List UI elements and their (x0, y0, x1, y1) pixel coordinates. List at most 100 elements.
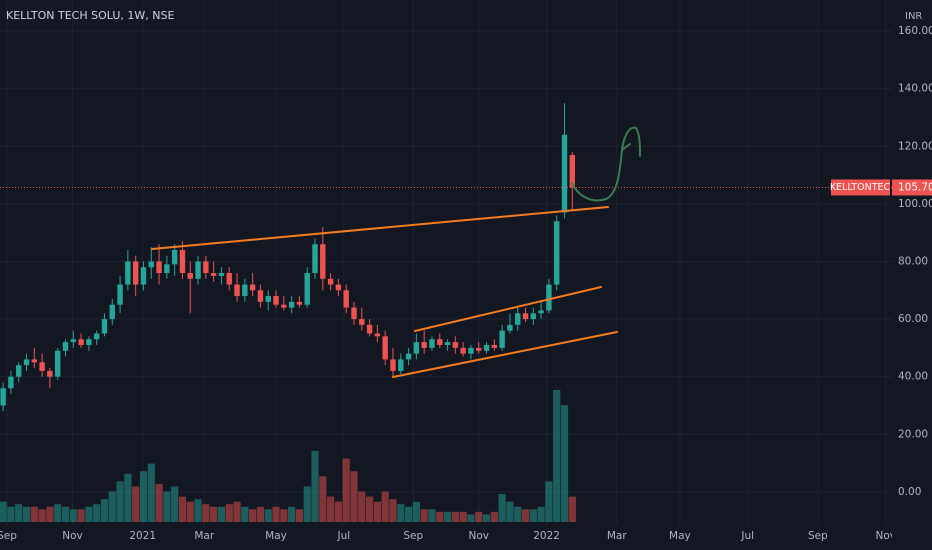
trend-line (414, 286, 602, 332)
currency-label: INR (905, 11, 922, 22)
volume-bar (93, 504, 101, 522)
y-tick-label: 20.00 (898, 428, 928, 440)
x-tick-label: Sep (403, 530, 423, 542)
candle-body (366, 324, 373, 334)
candle-body (140, 267, 147, 285)
y-tick-label: 40.00 (898, 371, 928, 383)
volume-bar (69, 509, 77, 522)
volume-bar (171, 486, 179, 522)
volume-bar (147, 463, 155, 522)
candle-body (257, 290, 264, 302)
candle-body (47, 370, 53, 377)
chart-title: KELLTON TECH SOLU, 1W, NSE (6, 9, 174, 22)
x-tick-label: May (265, 530, 287, 542)
volume-bar (139, 471, 148, 522)
volume-bar (217, 506, 226, 522)
volume-bar (529, 509, 537, 522)
candle-body (390, 359, 396, 371)
candle-body (179, 249, 186, 274)
volume-bar (233, 501, 241, 522)
volume-bar (451, 511, 459, 522)
candle-body (429, 339, 435, 348)
volume-bar (498, 494, 506, 522)
trend-line (392, 331, 618, 378)
candle-body (351, 307, 357, 320)
volume-bar (404, 506, 413, 522)
y-tick-label: 80.00 (898, 255, 928, 267)
volume-bar (553, 390, 561, 522)
volume-bar (38, 509, 46, 522)
candle-body (203, 261, 209, 274)
candle-body (491, 345, 498, 348)
volume-bar (303, 486, 311, 522)
volume-bar (381, 491, 389, 522)
volume-bar (272, 506, 280, 522)
candle-body (304, 273, 310, 305)
candle-body (86, 339, 92, 346)
symbol-tag: KELLTONTEC (830, 182, 891, 193)
volume-bar (225, 504, 233, 522)
candle-body (452, 342, 459, 348)
candle-body (23, 359, 30, 366)
candle-body (507, 324, 513, 331)
candle-body (234, 284, 240, 297)
volume-bar (327, 496, 335, 522)
candle-body (554, 221, 560, 285)
volume-bar (459, 511, 467, 522)
candle-body (468, 347, 474, 354)
volume-bar (545, 481, 553, 522)
candle-body (569, 154, 576, 188)
y-tick-label: 60.00 (898, 313, 928, 325)
volume-bar (521, 509, 530, 522)
candle-body (281, 304, 287, 308)
candle-body (226, 273, 232, 285)
candle-body (538, 310, 544, 314)
candle-body (54, 350, 61, 377)
volume-bar (490, 511, 498, 522)
candle-body (164, 264, 170, 274)
volume-bar (428, 509, 436, 522)
candle-body (413, 342, 420, 354)
candle-body (499, 330, 505, 348)
x-tick-label: 2022 (533, 530, 560, 542)
candle-body (444, 342, 451, 346)
candle-body (8, 376, 14, 389)
candle-body (242, 284, 248, 297)
candle-body (273, 296, 279, 305)
axes: 0.00 20.00 40.00 60.00 80.00 100.00 120.00 140.… (0, 25, 932, 542)
candle-body (132, 261, 139, 285)
candle-body (62, 342, 69, 351)
candle-body (320, 244, 326, 279)
volume-bar (420, 509, 428, 522)
candle-body (210, 273, 217, 276)
x-tick-label: May (669, 530, 691, 542)
volume-bar (514, 506, 522, 522)
volume-bar (342, 458, 350, 522)
volume-bar (350, 471, 358, 522)
candle-body (483, 345, 490, 351)
candles (0, 103, 892, 412)
y-tick-label: 160.00 (898, 25, 932, 37)
volume-bar (467, 514, 475, 522)
candle-body (117, 284, 123, 305)
candle-body (374, 333, 381, 337)
candle-body (101, 319, 108, 334)
candle-body (31, 359, 38, 363)
candle-body (327, 278, 334, 285)
candle-body (335, 284, 342, 291)
volume-bar (85, 506, 93, 522)
volume-bar (186, 501, 194, 522)
volume-bar (389, 499, 397, 522)
y-tick-label: 140.00 (898, 83, 932, 95)
volume-bar (482, 514, 491, 522)
candle-body (437, 339, 443, 346)
candle-body (515, 313, 521, 325)
candle-body (288, 301, 295, 308)
candle-body (171, 249, 178, 265)
candle-body (0, 388, 6, 406)
last-price-tag-bg (892, 179, 932, 196)
candle-body (125, 261, 131, 285)
volume-bar (46, 506, 54, 522)
